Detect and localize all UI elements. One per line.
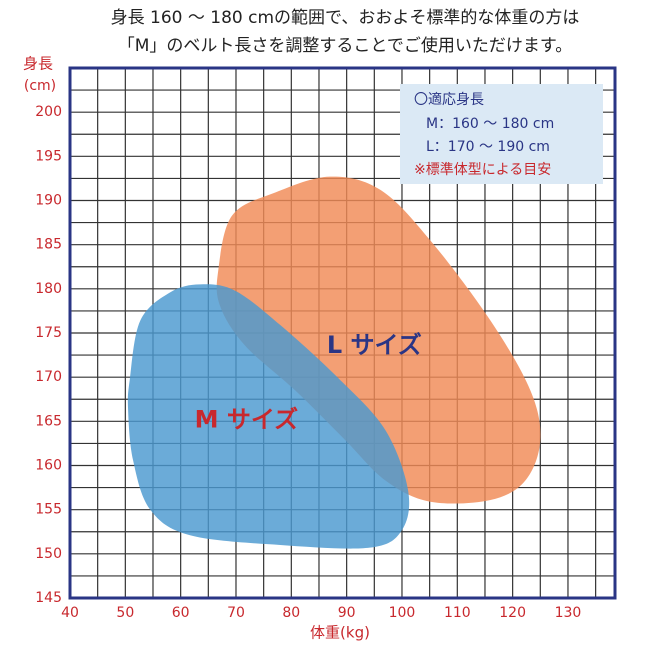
legend: 〇適応身長 M：160 ～ 180 cm L：170 ～ 190 cm ※標準体…	[400, 84, 603, 184]
y-axis-label: 身長	[23, 55, 53, 73]
y-tick-label: 180	[35, 281, 62, 297]
x-tick-label: 100	[389, 605, 416, 621]
plot-frame	[68, 66, 617, 600]
x-tick-label: 90	[338, 605, 356, 621]
y-tick-label: 195	[35, 148, 62, 164]
region-label: M サイズ	[195, 406, 299, 434]
y-tick-label: 165	[35, 413, 62, 429]
x-tick-label: 60	[172, 605, 190, 621]
header-line: 身長 160 ～ 180 cmの範囲で、おおよそ標準的な体重の方は	[111, 8, 580, 28]
x-tick-label: 50	[116, 605, 134, 621]
x-tick-label: 80	[282, 605, 300, 621]
legend-item: M：160 ～ 180 cm	[426, 116, 554, 132]
y-tick-label: 155	[35, 502, 62, 518]
y-axis-label: (cm)	[24, 78, 56, 94]
y-tick-label: 200	[35, 104, 62, 120]
y-tick-label: 170	[35, 369, 62, 385]
x-tick-label: 40	[61, 605, 79, 621]
y-tick-label: 145	[35, 590, 62, 606]
region-label: L サイズ	[327, 331, 422, 359]
x-tick-label: 70	[227, 605, 245, 621]
header-line: 「M」のベルト長さを調整することでご使用いただけます。	[118, 35, 572, 56]
y-tick-label: 185	[35, 237, 62, 253]
x-tick-label: 130	[555, 605, 582, 621]
legend-item: 〇適応身長	[414, 91, 484, 108]
regions: L サイズ M サイズ	[127, 176, 541, 549]
y-tick-label: 190	[35, 193, 62, 209]
legend-item: L：170 ～ 190 cm	[426, 139, 550, 155]
x-axis-label: 体重(kg)	[310, 624, 370, 642]
legend-box	[400, 84, 603, 184]
y-tick-label: 175	[35, 325, 62, 341]
y-tick-label: 150	[35, 546, 62, 562]
legend-item: ※標準体型による目安	[414, 162, 551, 178]
region	[127, 284, 410, 549]
x-tick-label: 120	[499, 605, 526, 621]
x-tick-label: 110	[444, 605, 471, 621]
region	[216, 176, 541, 504]
y-tick-label: 160	[35, 458, 62, 474]
